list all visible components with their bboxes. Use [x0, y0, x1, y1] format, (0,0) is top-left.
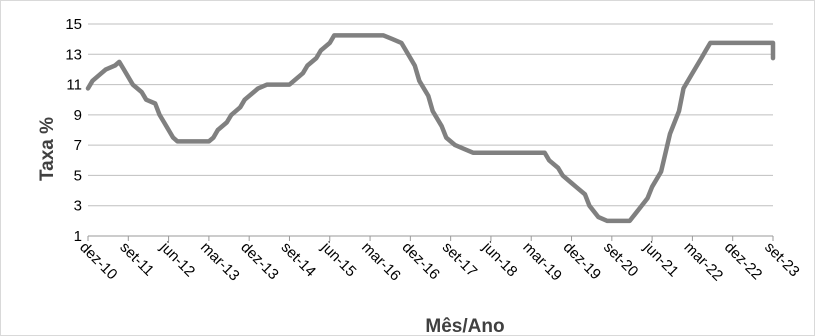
x-tick-label: mar-19 [519, 239, 565, 285]
x-tick-label: jun-21 [640, 238, 682, 280]
x-tick-label: mar-13 [197, 239, 243, 285]
series-line [85, 33, 776, 224]
x-tick-label: jun-18 [478, 238, 520, 280]
x-tick-label: jun-15 [317, 238, 359, 280]
x-tick-label: jun-12 [156, 238, 198, 280]
x-tick-label: set-20 [600, 239, 642, 281]
y-tick-label: 1 [74, 228, 82, 245]
x-tick-label: dez-16 [399, 239, 443, 283]
x-tick-label: set-11 [116, 239, 157, 280]
y-tick-label: 13 [65, 46, 82, 63]
y-tick-label: 3 [74, 198, 82, 215]
x-axis-title: Mês/Ano [425, 316, 504, 335]
y-tick-label: 11 [66, 77, 82, 94]
y-tick-label: 9 [74, 107, 82, 124]
y-tick-label: 7 [74, 137, 82, 154]
x-tick-label: dez-22 [721, 239, 765, 283]
y-tick-label: 15 [65, 16, 82, 33]
x-tick-label: dez-10 [76, 239, 120, 283]
x-tick-label: set-14 [278, 239, 320, 281]
x-tick-label: dez-19 [560, 239, 604, 283]
x-tick-label: set-23 [761, 239, 803, 281]
x-tick-label: mar-16 [358, 239, 404, 285]
x-tick-label: dez-13 [237, 239, 281, 283]
x-tick-label: mar-22 [681, 239, 727, 285]
y-axis-title: Taxa % [37, 117, 58, 181]
y-tick-label: 5 [74, 167, 82, 184]
x-tick-label: set-17 [439, 239, 481, 281]
